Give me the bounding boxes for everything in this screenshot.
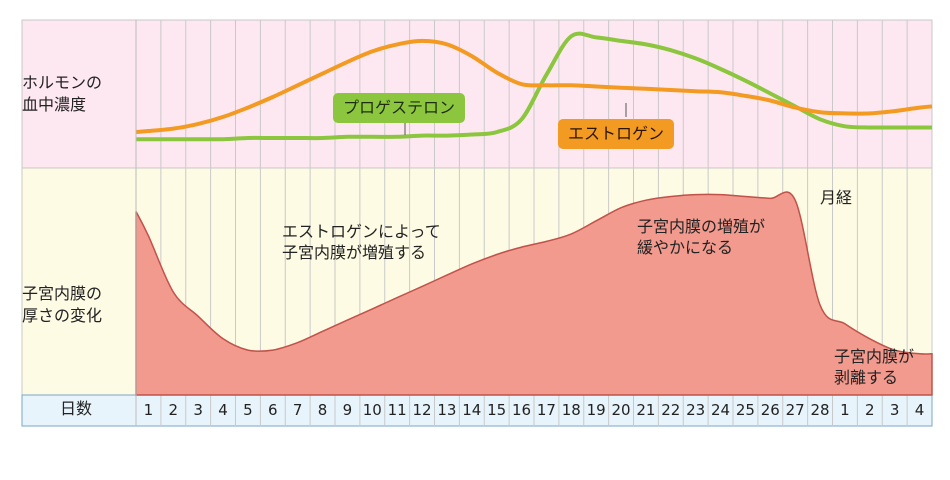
day-tick: 23 xyxy=(686,401,706,419)
day-tick: 4 xyxy=(218,401,228,419)
day-tick: 21 xyxy=(636,401,656,419)
day-tick: 15 xyxy=(487,401,507,419)
day-tick: 5 xyxy=(243,401,253,419)
hormone-section-label: ホルモンの 血中濃度 xyxy=(22,73,103,114)
slowing-annotation: 子宮内膜の増殖が 緩やかになる xyxy=(637,217,766,257)
day-tick: 18 xyxy=(561,401,581,419)
day-tick: 10 xyxy=(362,401,382,419)
hormone-section-bg xyxy=(21,19,933,169)
progesterone-line xyxy=(136,31,932,142)
estrogen-line xyxy=(135,38,933,135)
day-tick: 3 xyxy=(889,401,900,419)
day-tick: 26 xyxy=(760,401,780,419)
growth-annotation: エストロゲンによって 子宮内膜が増殖する xyxy=(282,222,441,262)
day-tick: 25 xyxy=(735,401,755,419)
day-tick: 4 xyxy=(914,401,925,419)
day-tick: 3 xyxy=(193,401,203,419)
day-tick: 19 xyxy=(586,401,606,419)
day-tick: 17 xyxy=(536,401,556,419)
day-tick: 2 xyxy=(865,401,875,419)
endometrium-thickness-area xyxy=(135,191,933,396)
day-tick: 24 xyxy=(711,401,731,419)
day-tick: 11 xyxy=(387,401,407,419)
progesterone-label: プロゲステロン xyxy=(333,93,466,123)
day-tick: 7 xyxy=(292,401,303,419)
day-tick: 8 xyxy=(317,401,328,419)
day-tick: 12 xyxy=(412,401,432,419)
day-tick: 13 xyxy=(437,401,457,419)
day-axis-label: 日数 xyxy=(60,399,93,418)
endometrium-section-label: 子宮内膜の 厚さの変化 xyxy=(22,284,103,325)
day-tick: 6 xyxy=(268,401,278,419)
day-tick: 1 xyxy=(143,401,154,419)
day-tick: 14 xyxy=(462,401,482,419)
menstruation-annotation: 月経 xyxy=(820,188,853,207)
day-tick: 1 xyxy=(840,401,850,419)
day-tick: 22 xyxy=(661,401,681,419)
day-tick: 20 xyxy=(611,401,631,419)
day-tick: 2 xyxy=(168,401,179,419)
shedding-annotation: 子宮内膜が 剥離する xyxy=(834,347,915,387)
estrogen-label: エストロゲン xyxy=(558,119,675,149)
day-tick: 28 xyxy=(810,401,830,419)
day-tick: 16 xyxy=(512,401,532,419)
day-tick: 9 xyxy=(342,401,353,419)
day-tick: 27 xyxy=(785,401,805,419)
